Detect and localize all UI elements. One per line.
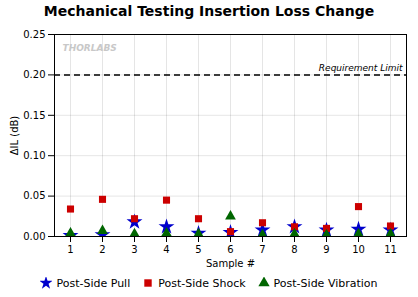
svg-text:Sample #: Sample #: [206, 258, 255, 269]
svg-text:1: 1: [67, 244, 73, 255]
svg-text:4: 4: [163, 244, 169, 255]
svg-text:0.10: 0.10: [23, 150, 45, 161]
svg-text:0.20: 0.20: [23, 69, 45, 80]
svg-text:11: 11: [384, 244, 397, 255]
svg-text:7: 7: [259, 244, 265, 255]
html-text:Mechanical Testing Insertion L: Mechanical Testing Insertion Loss Change: [43, 3, 375, 19]
svg-text:2: 2: [99, 244, 105, 255]
svg-text:0.15: 0.15: [23, 110, 45, 121]
svg-text:ΔIL (dB): ΔIL (dB): [9, 116, 20, 156]
svg-text:THORLABS: THORLABS: [63, 43, 117, 53]
svg-text:9: 9: [323, 244, 329, 255]
svg-text:6: 6: [227, 244, 233, 255]
svg-text:5: 5: [195, 244, 201, 255]
svg-text:10: 10: [352, 244, 365, 255]
svg-text:0.00: 0.00: [23, 231, 45, 242]
svg-text:Requirement Limit: Requirement Limit: [319, 63, 403, 73]
html-text:Post-Side Vibration: Post-Side Vibration: [273, 276, 378, 290]
svg-text:0.05: 0.05: [23, 190, 45, 201]
html-text:Post-Side Shock: Post-Side Shock: [158, 276, 246, 290]
svg-text:3: 3: [131, 244, 137, 255]
html-text:Post-Side Pull: Post-Side Pull: [56, 276, 131, 290]
svg-text:8: 8: [291, 244, 297, 255]
svg-text:0.25: 0.25: [23, 29, 45, 40]
